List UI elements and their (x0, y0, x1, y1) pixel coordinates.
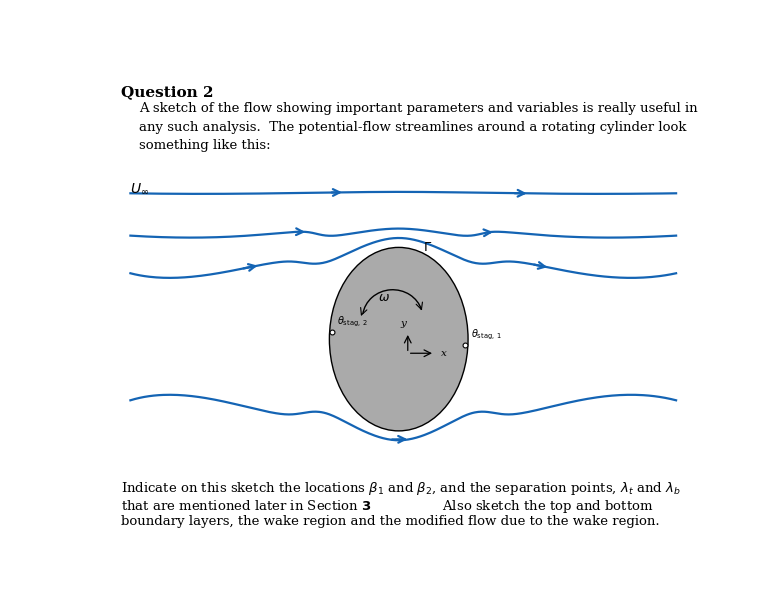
Text: Question 2: Question 2 (121, 85, 214, 99)
Text: that are mentioned later in Section $\mathbf{3}$                 Also sketch the: that are mentioned later in Section $\ma… (121, 498, 654, 514)
Text: $\Gamma$: $\Gamma$ (423, 241, 432, 254)
Ellipse shape (329, 247, 468, 431)
Text: $\theta_{\mathrm{stag,\,2}}$: $\theta_{\mathrm{stag,\,2}}$ (337, 315, 368, 329)
Text: x: x (441, 349, 447, 358)
Text: y: y (400, 320, 406, 328)
Text: $\theta_{\mathrm{stag,\,1}}$: $\theta_{\mathrm{stag,\,1}}$ (471, 328, 502, 342)
Text: $U_{\infty}$: $U_{\infty}$ (131, 181, 149, 196)
Text: $\omega$: $\omega$ (377, 291, 390, 304)
Text: Indicate on this sketch the locations $\beta_1$ and $\beta_2$, and the separatio: Indicate on this sketch the locations $\… (121, 480, 681, 497)
Text: boundary layers, the wake region and the modified flow due to the wake region.: boundary layers, the wake region and the… (121, 515, 660, 528)
Text: A sketch of the flow showing important parameters and variables is really useful: A sketch of the flow showing important p… (139, 103, 698, 153)
